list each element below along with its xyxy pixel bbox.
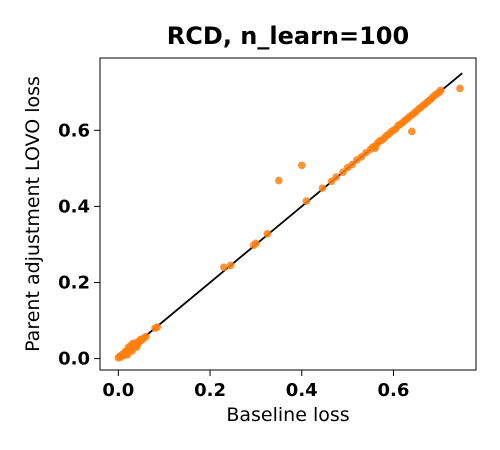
data-point bbox=[318, 184, 327, 192]
y-tick-label: 0.0 bbox=[58, 349, 90, 370]
data-point bbox=[132, 343, 141, 351]
data-point bbox=[302, 197, 311, 205]
data-point bbox=[142, 332, 150, 341]
plot-area bbox=[99, 57, 477, 371]
x-tick-label: 0.0 bbox=[102, 380, 134, 401]
data-point bbox=[332, 173, 340, 181]
x-tick-label: 0.6 bbox=[378, 380, 410, 401]
y-tick-label: 0.2 bbox=[58, 272, 90, 293]
y-tick-label: 0.4 bbox=[58, 196, 90, 217]
x-axis-label: Baseline loss bbox=[226, 404, 349, 426]
x-tick-label: 0.4 bbox=[286, 380, 318, 401]
data-points bbox=[114, 84, 464, 362]
data-point bbox=[220, 263, 228, 272]
x-tick-label: 0.2 bbox=[194, 380, 226, 401]
data-point bbox=[456, 84, 464, 93]
y-axis-label: Parent adjustment LOVO loss bbox=[22, 76, 44, 352]
data-point bbox=[436, 86, 445, 95]
data-point bbox=[263, 229, 272, 238]
data-point bbox=[275, 176, 283, 185]
x-axis: 0.0 0.2 0.4 0.6 bbox=[102, 370, 409, 401]
data-point bbox=[226, 261, 235, 270]
data-point bbox=[408, 127, 416, 136]
y-axis: 0.0 0.2 0.4 0.6 bbox=[58, 120, 100, 370]
y-tick-label: 0.6 bbox=[58, 120, 90, 141]
data-point bbox=[252, 239, 260, 248]
data-point bbox=[153, 323, 162, 331]
data-point bbox=[371, 144, 379, 152]
chart-title: RCD, n_learn=100 bbox=[167, 22, 409, 50]
data-point bbox=[297, 161, 306, 170]
